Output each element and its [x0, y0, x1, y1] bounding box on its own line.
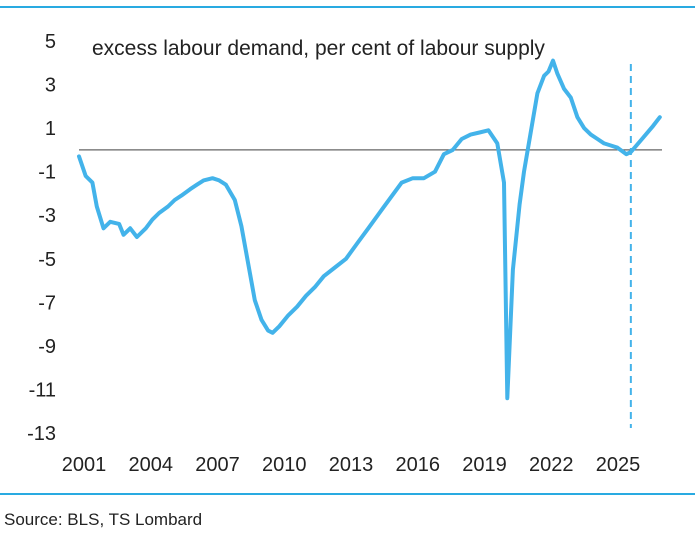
x-axis-ticks: 2001 2004 2007 2010 2013 2016 2019 2022 2025: [62, 454, 641, 476]
y-axis-ticks: 5 3 1 -1 -3 -5 -7 -9 -11 -13: [27, 31, 56, 445]
y-tick-label: 3: [45, 75, 56, 97]
x-tick-label: 2019: [462, 454, 507, 476]
y-tick-label: -3: [38, 205, 56, 227]
y-tick-label: -9: [38, 336, 56, 358]
y-tick-label: -7: [38, 292, 56, 314]
y-tick-label: -13: [27, 423, 56, 445]
x-tick-label: 2004: [129, 454, 174, 476]
x-tick-label: 2007: [195, 454, 240, 476]
y-tick-label: -5: [38, 249, 56, 271]
y-tick-label: -11: [29, 379, 56, 401]
x-tick-label: 2022: [529, 454, 574, 476]
x-tick-label: 2025: [596, 454, 641, 476]
x-tick-label: 2010: [262, 454, 307, 476]
x-tick-label: 2001: [62, 454, 107, 476]
source-note: Source: BLS, TS Lombard: [4, 510, 203, 529]
x-tick-label: 2016: [396, 454, 441, 476]
y-tick-label: 1: [45, 118, 56, 140]
series-line: [77, 58, 662, 401]
x-tick-label: 2013: [329, 454, 374, 476]
y-tick-label: -1: [38, 162, 56, 184]
top-rule: [0, 6, 695, 8]
y-tick-label: 5: [45, 31, 56, 53]
bottom-rule: [0, 493, 695, 495]
chart-title: excess labour demand, per cent of labour…: [92, 37, 545, 60]
line-chart: excess labour demand, per cent of labour…: [27, 31, 662, 476]
